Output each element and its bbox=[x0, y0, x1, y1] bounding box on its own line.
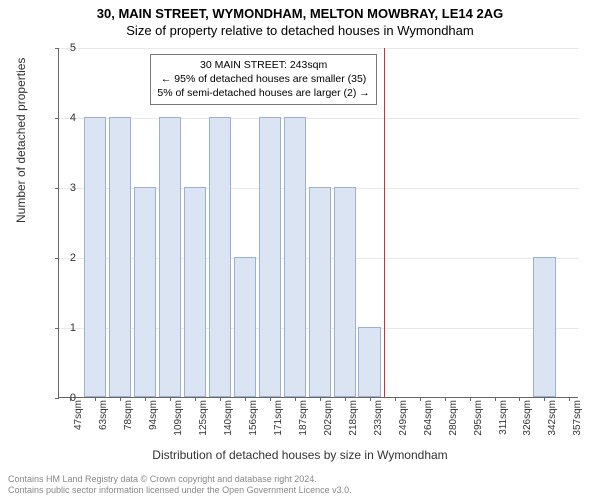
annotation-box: 30 MAIN STREET: 243sqm← 95% of detached … bbox=[150, 54, 376, 105]
y-tick-label: 5 bbox=[60, 42, 76, 54]
histogram-bar bbox=[309, 187, 331, 397]
credits-line2: Contains public sector information licen… bbox=[8, 485, 352, 496]
x-tick-label: 326sqm bbox=[522, 400, 533, 436]
histogram-bar bbox=[159, 117, 181, 397]
x-tick-mark bbox=[220, 397, 221, 401]
x-tick-label: 109sqm bbox=[173, 400, 184, 436]
x-tick-label: 78sqm bbox=[123, 400, 134, 430]
credits-line1: Contains HM Land Registry data © Crown c… bbox=[8, 474, 352, 485]
histogram-bar bbox=[358, 327, 380, 397]
histogram-bar bbox=[234, 257, 256, 397]
x-tick-mark bbox=[95, 397, 96, 401]
credits-text: Contains HM Land Registry data © Crown c… bbox=[8, 474, 352, 497]
y-tick-mark bbox=[55, 118, 59, 119]
x-tick-label: 63sqm bbox=[98, 400, 109, 430]
x-tick-mark bbox=[145, 397, 146, 401]
x-tick-label: 202sqm bbox=[323, 400, 334, 436]
x-axis-label: Distribution of detached houses by size … bbox=[0, 448, 600, 462]
chart-container: 30, MAIN STREET, WYMONDHAM, MELTON MOWBR… bbox=[0, 0, 600, 500]
y-tick-mark bbox=[55, 328, 59, 329]
histogram-bar bbox=[109, 117, 131, 397]
x-tick-label: 233sqm bbox=[373, 400, 384, 436]
x-tick-mark bbox=[170, 397, 171, 401]
x-tick-mark bbox=[195, 397, 196, 401]
x-tick-mark bbox=[420, 397, 421, 401]
x-tick-mark bbox=[395, 397, 396, 401]
y-tick-label: 4 bbox=[60, 112, 76, 124]
x-tick-label: 187sqm bbox=[298, 400, 309, 436]
x-tick-mark bbox=[270, 397, 271, 401]
y-axis-label: Number of detached properties bbox=[14, 58, 28, 223]
gridline-h bbox=[59, 118, 579, 119]
x-tick-label: 94sqm bbox=[148, 400, 159, 430]
x-tick-label: 342sqm bbox=[547, 400, 558, 436]
x-tick-mark bbox=[345, 397, 346, 401]
subject-marker-line bbox=[384, 48, 385, 397]
histogram-bar bbox=[259, 117, 281, 397]
chart-title-address: 30, MAIN STREET, WYMONDHAM, MELTON MOWBR… bbox=[0, 0, 600, 21]
chart-title-desc: Size of property relative to detached ho… bbox=[0, 21, 600, 38]
x-tick-mark bbox=[295, 397, 296, 401]
x-tick-label: 125sqm bbox=[198, 400, 209, 436]
x-tick-label: 357sqm bbox=[572, 400, 583, 436]
x-tick-mark bbox=[470, 397, 471, 401]
y-tick-label: 1 bbox=[60, 322, 76, 334]
x-tick-mark bbox=[245, 397, 246, 401]
gridline-h bbox=[59, 48, 579, 49]
y-tick-label: 2 bbox=[60, 252, 76, 264]
x-tick-label: 280sqm bbox=[448, 400, 459, 436]
y-tick-mark bbox=[55, 188, 59, 189]
x-tick-mark bbox=[495, 397, 496, 401]
annotation-line: 30 MAIN STREET: 243sqm bbox=[157, 58, 369, 72]
x-tick-label: 311sqm bbox=[498, 400, 509, 435]
x-tick-label: 249sqm bbox=[398, 400, 409, 436]
y-tick-label: 0 bbox=[60, 392, 76, 404]
x-tick-mark bbox=[544, 397, 545, 401]
y-tick-mark bbox=[55, 258, 59, 259]
y-tick-label: 3 bbox=[60, 182, 76, 194]
x-tick-mark bbox=[320, 397, 321, 401]
histogram-bar bbox=[334, 187, 356, 397]
x-tick-label: 156sqm bbox=[248, 400, 259, 436]
plot-area: 47sqm63sqm78sqm94sqm109sqm125sqm140sqm15… bbox=[58, 48, 578, 398]
histogram-bar bbox=[284, 117, 306, 397]
histogram-bar bbox=[533, 257, 555, 397]
x-tick-label: 140sqm bbox=[223, 400, 234, 436]
y-tick-mark bbox=[55, 398, 59, 399]
x-tick-mark bbox=[445, 397, 446, 401]
histogram-bar bbox=[84, 117, 106, 397]
x-tick-label: 218sqm bbox=[348, 400, 359, 436]
x-tick-mark bbox=[519, 397, 520, 401]
histogram-bar bbox=[184, 187, 206, 397]
x-tick-mark bbox=[569, 397, 570, 401]
x-tick-label: 47sqm bbox=[73, 400, 84, 430]
annotation-line: ← 95% of detached houses are smaller (35… bbox=[157, 72, 369, 86]
histogram-bar bbox=[134, 187, 156, 397]
x-tick-mark bbox=[120, 397, 121, 401]
x-tick-label: 171sqm bbox=[273, 400, 284, 436]
annotation-line: 5% of semi-detached houses are larger (2… bbox=[157, 86, 369, 100]
x-tick-mark bbox=[370, 397, 371, 401]
y-tick-mark bbox=[55, 48, 59, 49]
x-tick-label: 295sqm bbox=[473, 400, 484, 436]
histogram-bar bbox=[209, 117, 231, 397]
x-tick-label: 264sqm bbox=[423, 400, 434, 436]
